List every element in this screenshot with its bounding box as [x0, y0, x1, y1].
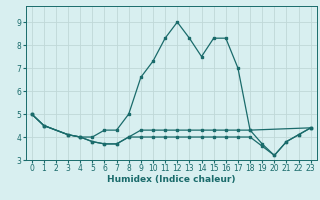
- X-axis label: Humidex (Indice chaleur): Humidex (Indice chaleur): [107, 175, 236, 184]
